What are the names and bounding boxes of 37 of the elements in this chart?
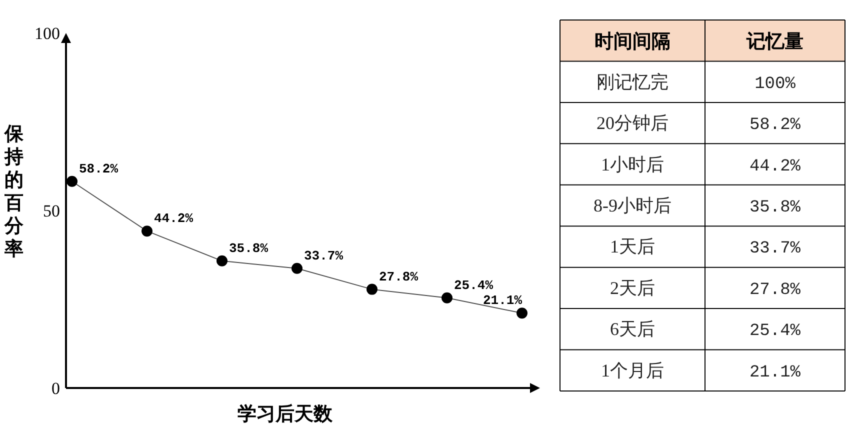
text: 35.8% <box>749 198 801 218</box>
point <box>442 292 452 304</box>
y-tick-label: 0 <box>52 379 60 398</box>
point <box>292 262 302 274</box>
category-label: 1个月后 <box>601 360 664 380</box>
data-label: 58.2% <box>79 161 118 176</box>
x-axis-title: 学习后天数 <box>238 403 334 425</box>
data-label: 33.7% <box>304 248 344 264</box>
data-label: 44.2% <box>154 211 194 226</box>
category-label: 20分钟后 <box>596 113 668 134</box>
category-label: 8-9小时后 <box>594 196 672 216</box>
data-label: 21.1% <box>482 293 522 308</box>
point <box>516 308 528 319</box>
point <box>142 226 152 237</box>
data-label: 27.8% <box>379 269 418 284</box>
data-label: 35.8% <box>229 240 268 256</box>
text: 27.8% <box>749 280 801 300</box>
text: 25.4% <box>749 322 801 342</box>
text: 58.2% <box>749 116 801 136</box>
text: 记忆量 <box>746 30 804 53</box>
category-label: 6天后 <box>610 319 655 340</box>
category-label: 刚记忆完 <box>596 72 668 92</box>
y-tick-label: 100 <box>34 24 60 43</box>
text: 100% <box>754 74 796 94</box>
point <box>366 284 378 295</box>
y-tick-label: 50 <box>43 202 60 220</box>
text: 33.7% <box>749 240 801 259</box>
y-axis-title: 保持的百分率 <box>4 124 24 260</box>
text: 44.2% <box>749 157 801 176</box>
category-label: 1小时后 <box>601 154 664 174</box>
text: 时间间隔 <box>594 30 670 53</box>
category-label: 1天后 <box>610 236 655 257</box>
point <box>216 255 228 266</box>
data-label: 25.4% <box>454 278 494 293</box>
text: 21.1% <box>749 363 801 382</box>
point <box>66 176 78 187</box>
category-label: 2天后 <box>610 278 655 298</box>
